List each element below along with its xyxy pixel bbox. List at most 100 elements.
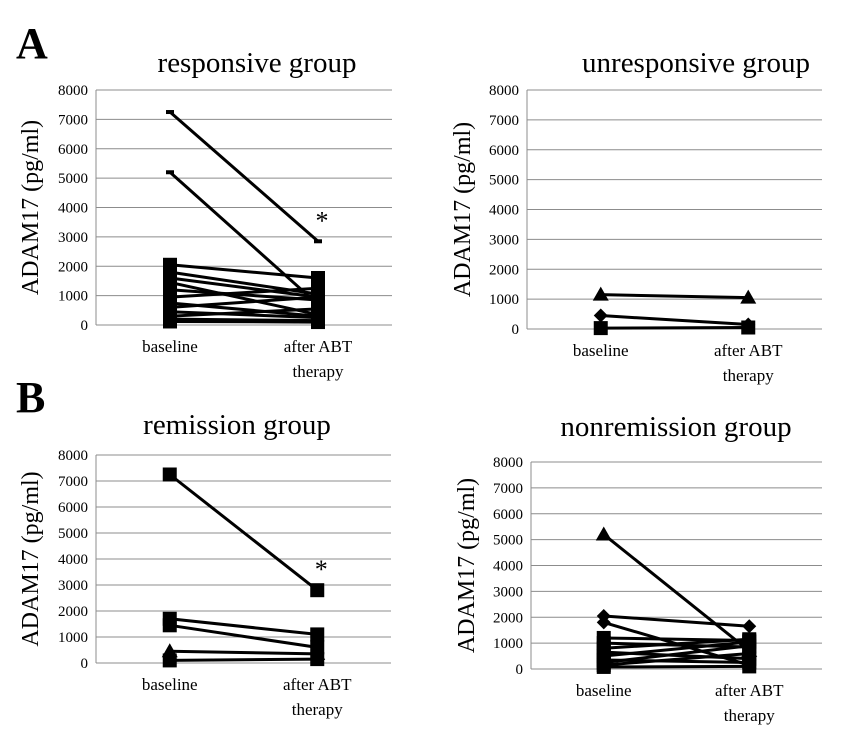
- y-tick-label: 0: [516, 662, 524, 678]
- data-point-after-therapy: [311, 290, 325, 305]
- data-point-baseline: [593, 308, 608, 323]
- x-category-label: after ABT therapy: [283, 675, 352, 719]
- y-tick-label: 5000: [489, 173, 519, 189]
- data-point-after-therapy: [310, 583, 325, 598]
- y-tick-label: 6000: [493, 507, 523, 523]
- y-tick-label: 7000: [58, 112, 88, 128]
- data-point-baseline: [596, 615, 611, 630]
- series-line: [169, 623, 318, 649]
- x-category-label: after ABT therapy: [715, 681, 784, 725]
- data-point-after-therapy: [310, 627, 325, 642]
- y-axis-label: ADAM17 (pg/ml): [18, 120, 44, 295]
- series-line: [603, 664, 750, 669]
- y-tick-label: 2000: [493, 610, 523, 626]
- y-tick-label: 6000: [489, 143, 519, 159]
- data-point-baseline: [593, 321, 608, 336]
- series-line: [603, 637, 750, 650]
- y-tick-label: 0: [81, 656, 89, 672]
- y-tick-label: 6000: [58, 142, 88, 158]
- y-tick-label: 4000: [58, 201, 88, 217]
- series-line: [600, 293, 749, 300]
- x-category-label: after ABT therapy: [284, 337, 353, 381]
- y-tick-label: 7000: [489, 113, 519, 129]
- x-category-label: baseline: [142, 675, 198, 694]
- y-tick-label: 0: [512, 322, 520, 338]
- y-tick-label: 7000: [58, 474, 88, 490]
- series-line: [168, 473, 319, 592]
- series-line: [603, 644, 750, 665]
- panel-letter-b: B: [16, 373, 46, 422]
- data-point-after-therapy: [310, 652, 325, 667]
- series-line: [169, 307, 319, 318]
- x-category-label: baseline: [573, 341, 629, 360]
- chart-title: nonremission group: [560, 411, 791, 443]
- x-category-label: baseline: [576, 681, 632, 700]
- y-tick-label: 8000: [58, 83, 88, 99]
- series-line: [169, 649, 318, 656]
- y-tick-label: 4000: [493, 559, 523, 575]
- y-tick-label: 1000: [493, 636, 523, 652]
- series-line: [603, 651, 750, 667]
- series-line: [169, 295, 319, 309]
- data-point-baseline: [163, 314, 177, 329]
- y-tick-label: 4000: [489, 203, 519, 219]
- data-point-baseline: [166, 170, 174, 175]
- y-tick-label: 2000: [58, 604, 88, 620]
- series-line: [169, 110, 319, 243]
- series-line: [169, 319, 319, 324]
- y-tick-label: 3000: [58, 230, 88, 246]
- series-line: [169, 171, 319, 306]
- series-line: [169, 657, 318, 662]
- data-point-after-therapy: [742, 659, 757, 674]
- series-line: [603, 640, 750, 658]
- y-tick-label: 8000: [493, 455, 523, 471]
- y-tick-label: 7000: [493, 481, 523, 497]
- data-point-after-therapy: [741, 320, 756, 335]
- y-tick-label: 5000: [58, 171, 88, 187]
- series-line: [600, 314, 749, 327]
- data-point-baseline: [166, 110, 174, 115]
- significance-asterisk: *: [316, 206, 329, 235]
- series-line: [169, 617, 318, 636]
- series-line: [169, 263, 319, 280]
- data-point-after-therapy: [742, 646, 757, 661]
- chart-title: remission group: [143, 409, 331, 441]
- data-point-after-therapy: [314, 239, 322, 244]
- series-line: [169, 317, 319, 323]
- series-line: [603, 614, 750, 628]
- y-tick-label: 3000: [489, 232, 519, 248]
- y-tick-label: 0: [81, 318, 89, 334]
- x-category-label: after ABT therapy: [714, 341, 783, 385]
- data-point-baseline: [162, 467, 177, 482]
- y-tick-label: 1000: [58, 289, 88, 305]
- series-line: [169, 286, 319, 299]
- y-tick-label: 1000: [58, 630, 88, 646]
- series-line: [169, 276, 319, 299]
- data-point-after-therapy: [311, 301, 325, 316]
- panel-letter-a: A: [16, 19, 48, 68]
- data-point-after-therapy: [742, 619, 757, 634]
- data-point-after-therapy: [311, 315, 325, 330]
- data-point-baseline: [592, 286, 609, 301]
- x-category-label: baseline: [142, 337, 198, 356]
- y-tick-label: 1000: [489, 292, 519, 308]
- data-point-after-therapy: [740, 289, 757, 304]
- y-tick-label: 6000: [58, 500, 88, 516]
- series-line: [602, 533, 751, 653]
- data-point-baseline: [162, 653, 177, 668]
- series-line: [169, 310, 319, 320]
- y-axis-label: ADAM17 (pg/ml): [450, 122, 476, 297]
- data-point-baseline: [162, 618, 177, 633]
- data-point-baseline: [596, 659, 611, 674]
- y-tick-label: 5000: [58, 526, 88, 542]
- chart-title: unresponsive group: [582, 47, 810, 79]
- y-tick-label: 2000: [58, 259, 88, 275]
- data-point-baseline: [595, 526, 612, 541]
- y-tick-label: 5000: [493, 533, 523, 549]
- series-line: [600, 326, 749, 330]
- y-tick-label: 8000: [489, 83, 519, 99]
